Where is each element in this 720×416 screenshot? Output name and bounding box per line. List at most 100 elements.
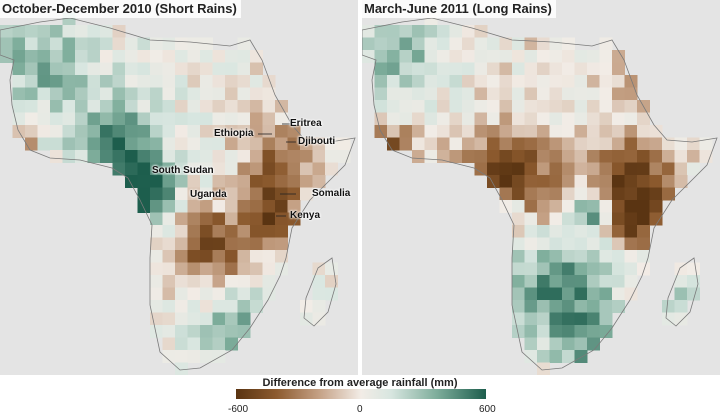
rainfall-cell (662, 187, 675, 201)
rainfall-cell (212, 325, 226, 338)
rainfall-cell (150, 212, 163, 226)
rainfall-cell (262, 275, 276, 288)
rainfall-cell (424, 150, 438, 163)
rainfall-cell (212, 225, 226, 238)
rainfall-cell (62, 125, 76, 138)
rainfall-cell (150, 62, 163, 76)
rainfall-cell (549, 137, 563, 151)
rainfall-cell (50, 62, 63, 76)
rainfall-cell (537, 250, 550, 263)
rainfall-cell (212, 312, 226, 326)
rainfall-cell (374, 62, 388, 76)
rainfall-cell (225, 50, 238, 63)
rainfall-cell (87, 150, 101, 163)
rainfall-cell (162, 125, 176, 138)
rainfall-cell (474, 37, 488, 51)
rainfall-cell (262, 87, 276, 101)
rainfall-cell (637, 225, 650, 238)
rainfall-cell (524, 237, 538, 251)
rainfall-cell (137, 37, 151, 51)
rainfall-cell (474, 150, 488, 163)
rainfall-cell (262, 212, 276, 226)
rainfall-cell (524, 137, 538, 151)
rainfall-cell (499, 112, 513, 126)
rainfall-cell (187, 125, 201, 138)
rainfall-cell (637, 137, 650, 151)
rainfall-cell (75, 112, 88, 126)
rainfall-cell (162, 287, 176, 301)
rainfall-cell (37, 75, 51, 88)
rainfall-cell (537, 125, 550, 138)
rainfall-cell (399, 87, 413, 101)
rainfall-cell (574, 75, 588, 88)
label-eritrea: Eritrea (290, 118, 322, 129)
rainfall-cell (12, 100, 26, 113)
rainfall-cell (125, 137, 138, 151)
rainfall-cell (87, 112, 101, 126)
rainfall-cell (512, 150, 525, 163)
rainfall-cell (462, 125, 475, 138)
rainfall-cell (387, 125, 400, 138)
rainfall-cell (387, 37, 400, 51)
rainfall-cell (287, 137, 301, 151)
rainfall-cell (37, 37, 51, 51)
rainfall-cell (512, 162, 525, 176)
label-kenya: Kenya (290, 210, 321, 221)
rainfall-cell (512, 75, 525, 88)
rainfall-cell (62, 75, 76, 88)
rainfall-cell (574, 275, 588, 288)
rainfall-cell (537, 212, 550, 226)
rainfall-cell (187, 100, 201, 113)
rainfall-cell (175, 312, 188, 326)
rainfall-cell (250, 50, 263, 63)
rainfall-cell (200, 325, 213, 338)
rainfall-cell (50, 75, 63, 88)
rainfall-cell (599, 325, 613, 338)
rainfall-cell (262, 100, 276, 113)
rainfall-cell (12, 37, 26, 51)
rainfall-cell (524, 325, 538, 338)
rainfall-cell (587, 87, 600, 101)
rainfall-cell (250, 137, 263, 151)
rainfall-cell (237, 287, 251, 301)
rainfall-cell (587, 287, 600, 301)
rainfall-cell (200, 200, 213, 213)
rainfall-cell (200, 162, 213, 176)
rainfall-cell (524, 87, 538, 101)
rainfall-cell (499, 75, 513, 88)
rainfall-cell (549, 112, 563, 126)
rainfall-cell (512, 200, 525, 213)
rainfall-cell (25, 75, 38, 88)
rainfall-cell (599, 75, 613, 88)
rainfall-cell (187, 350, 201, 363)
rainfall-cell (424, 25, 438, 38)
rainfall-cell (624, 237, 638, 251)
rainfall-cell (175, 300, 188, 313)
rainfall-cell (612, 300, 625, 313)
rainfall-cell (524, 75, 538, 88)
rainfall-cell (524, 175, 538, 188)
rainfall-cell (112, 162, 126, 176)
rainfall-cell (412, 62, 425, 76)
rainfall-cell (599, 62, 613, 76)
rainfall-cell (412, 112, 425, 126)
rainfall-cell (262, 250, 276, 263)
rainfall-cell (237, 325, 251, 338)
rainfall-cell (275, 125, 288, 138)
rainfall-cell (250, 100, 263, 113)
rainfall-cell (474, 50, 488, 63)
rainfall-cell (175, 112, 188, 126)
rainfall-cell (162, 50, 176, 63)
rainfall-cell (275, 137, 288, 151)
rainfall-cell (449, 37, 463, 51)
rainfall-cell (524, 112, 538, 126)
rainfall-cell (200, 287, 213, 301)
rainfall-cell (562, 275, 575, 288)
rainfall-cell (100, 112, 113, 126)
rainfall-cell (687, 162, 700, 176)
rainfall-cell (287, 162, 301, 176)
rainfall-cell (437, 87, 450, 101)
rainfall-cell (87, 125, 101, 138)
rainfall-cell (387, 112, 400, 126)
rainfall-cell (187, 287, 201, 301)
